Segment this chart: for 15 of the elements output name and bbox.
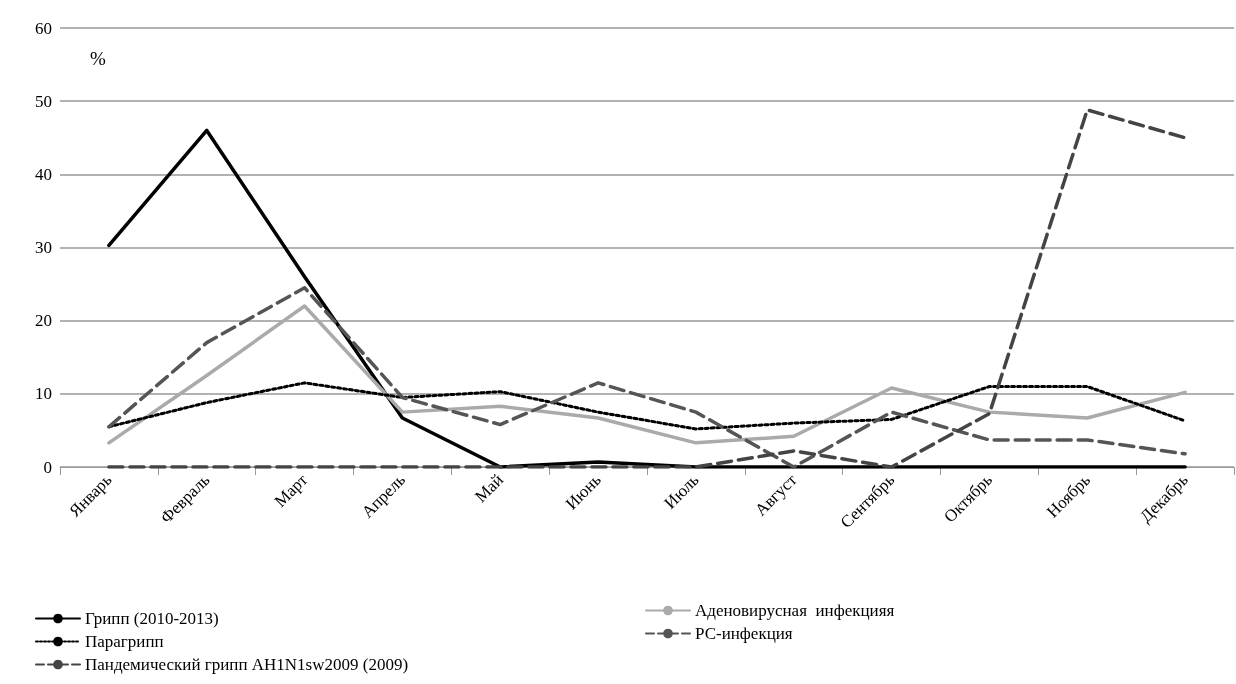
y-axis-title: % [90,48,106,69]
y-tick-label: 30 [35,238,52,257]
y-tick-label: 0 [43,457,52,477]
y-tick-label: 60 [35,18,52,38]
line-series [107,285,1187,469]
legend-label: Грипп (2010-2013) [85,609,219,628]
y-tick-label: 50 [35,91,52,111]
y-tick-label: 10 [35,384,52,404]
legend-label: Аденовирусная инфекцияя [695,601,895,620]
legend-label: Парагрипп [85,632,164,651]
line-series [107,304,1187,445]
y-tick-label: 20 [35,311,52,331]
legend-label: Пандемический грипп AH1N1sw2009 (2009) [85,655,409,674]
legend-label: РС-инфекция [695,624,793,643]
y-tick-label: 40 [35,164,52,184]
